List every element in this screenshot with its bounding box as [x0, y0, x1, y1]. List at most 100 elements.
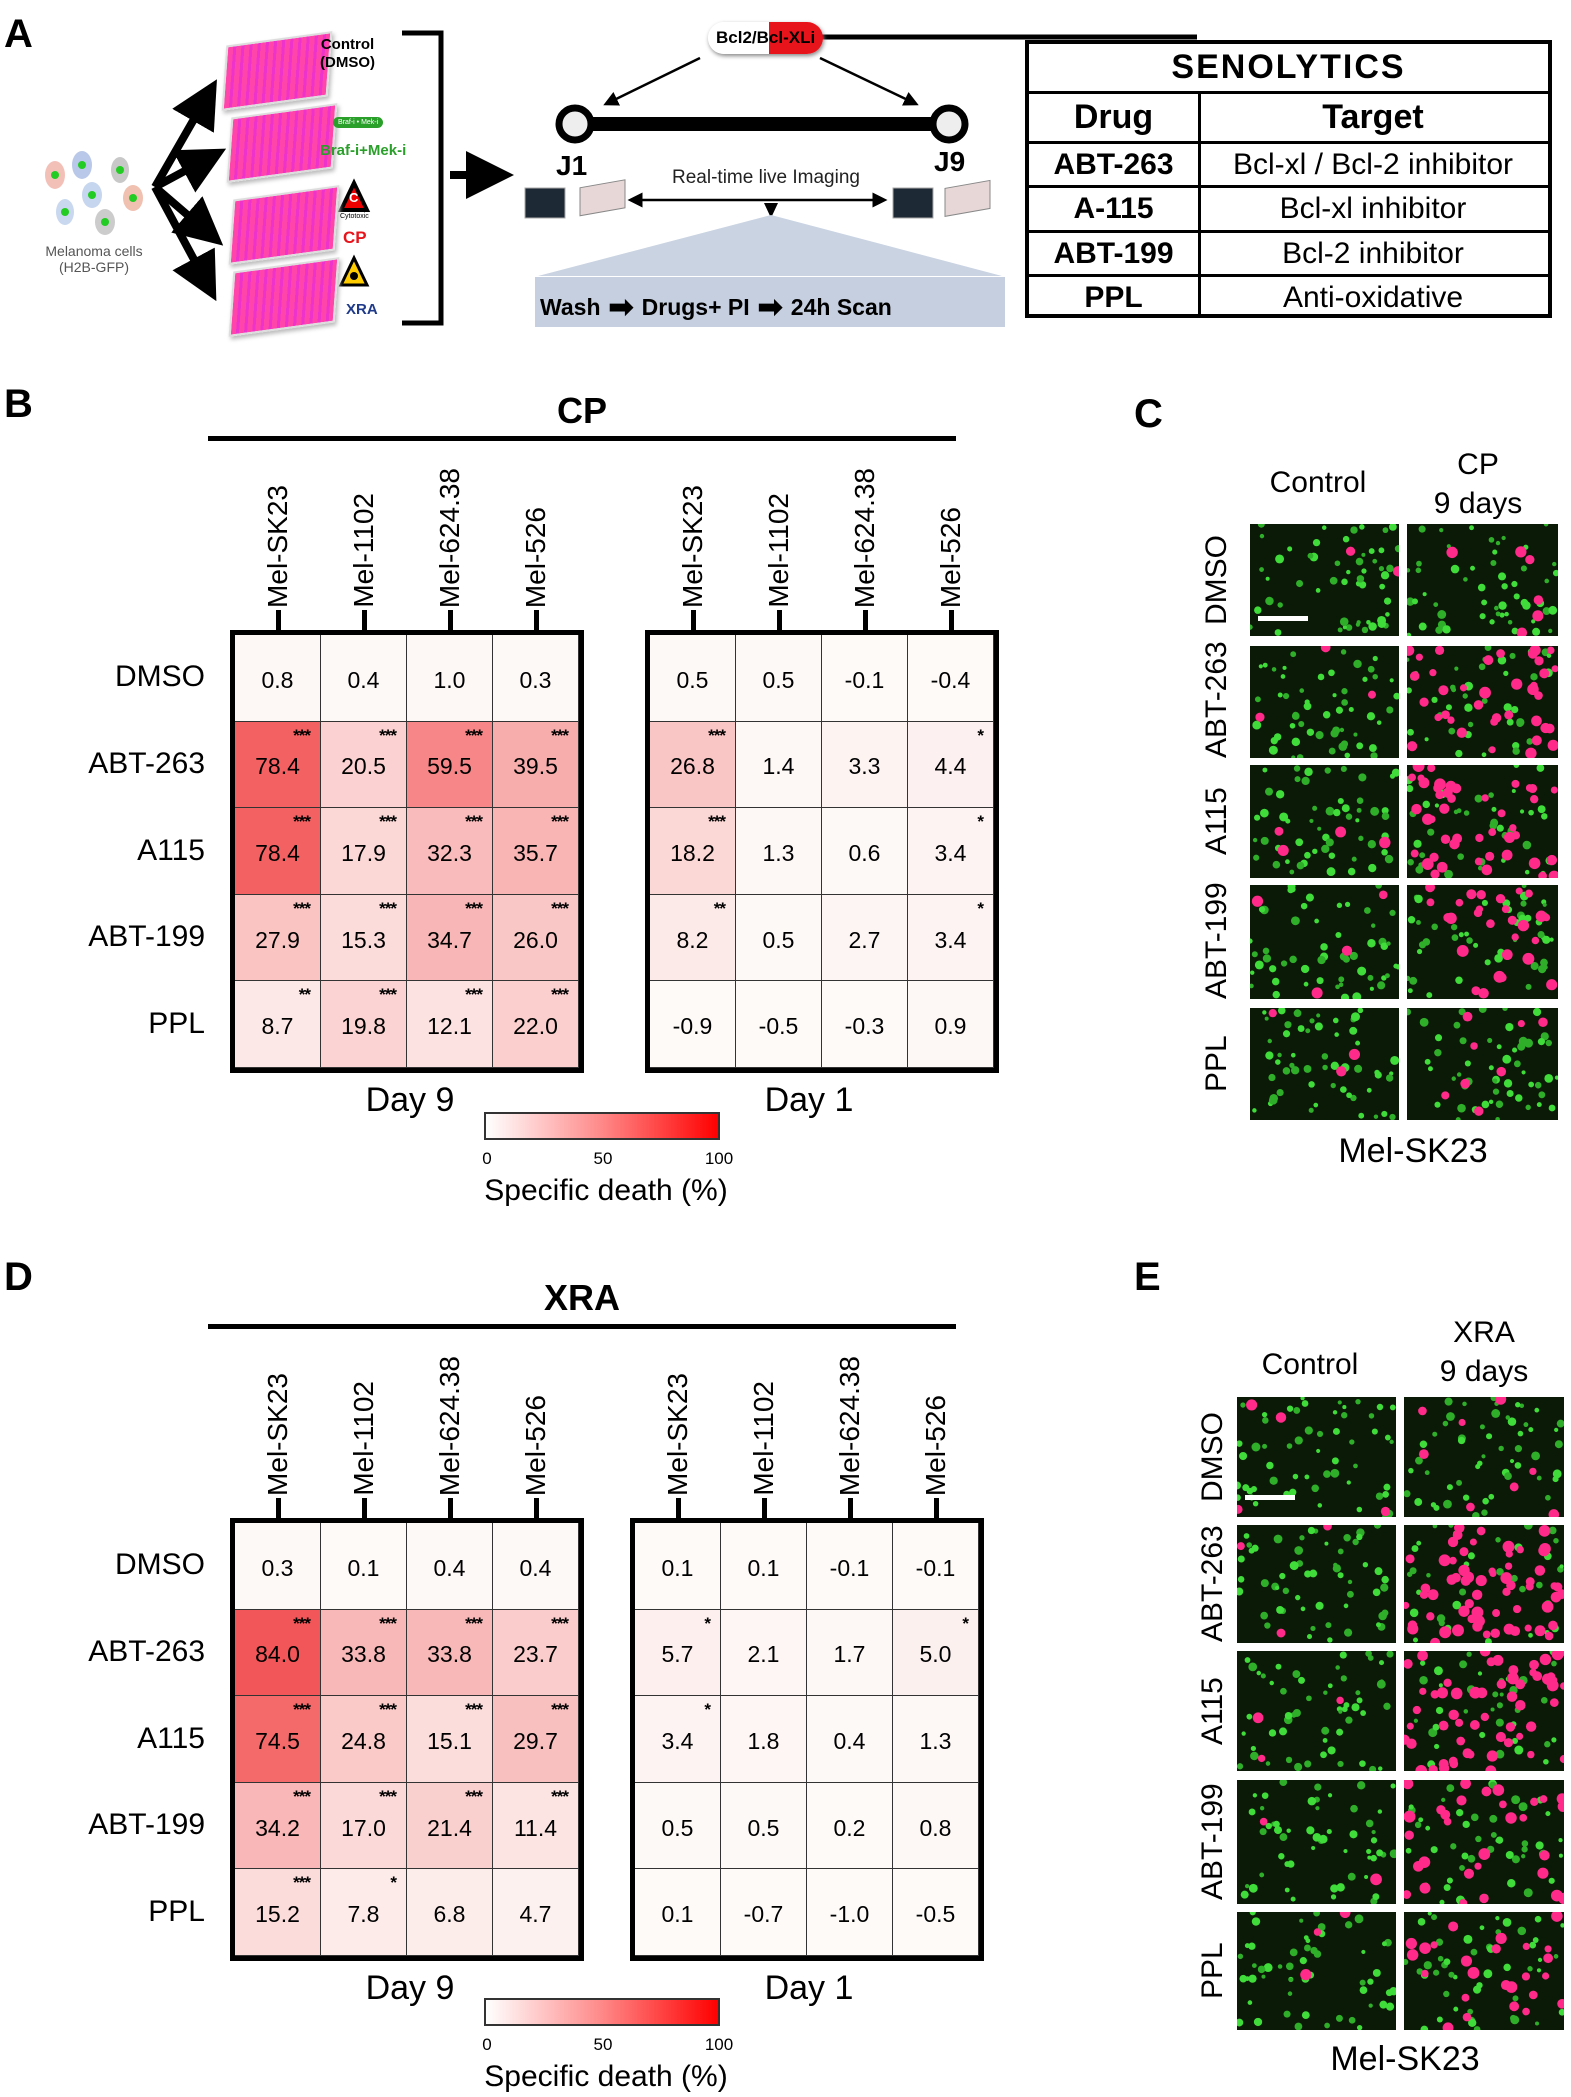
row-label: ABT-263 — [1196, 1525, 1229, 1643]
table-row: ABT-263 Bcl-xl / Bcl-2 inhibitor — [1029, 144, 1548, 188]
significance-stars: *** — [551, 1700, 569, 1720]
bcl2-inhibitor-pill: Bcl2/B cl-XLi — [708, 22, 824, 54]
heatmap-cell: 1.3 — [736, 808, 822, 895]
cell-nuclei — [1237, 1651, 1394, 1771]
heatmap-cell: 78.4 *** — [235, 721, 321, 809]
cell-value: 0.3 — [519, 666, 552, 693]
micrograph — [1237, 1397, 1396, 1517]
cell-nuclei — [1237, 1912, 1396, 2030]
heatmap-cell: 0.4 — [807, 1696, 893, 1783]
cell-nuclei — [1407, 1008, 1558, 1120]
workflow-steps: Wash ➡ Drugs+ PI ➡ 24h Scan — [540, 290, 892, 325]
panel-letter-b: B — [4, 382, 33, 426]
column-tick — [776, 610, 782, 630]
cell-value: 18.2 — [670, 840, 715, 867]
cell-value: -0.5 — [758, 1013, 799, 1040]
significance-stars: * — [977, 812, 984, 832]
cell-value: 59.5 — [427, 753, 472, 780]
cell-value: 1.7 — [833, 1641, 866, 1668]
heatmap-cell: -0.5 — [893, 1869, 979, 1956]
cells-label-line1: Melanoma cells — [45, 243, 143, 259]
cell-value: 39.5 — [513, 753, 558, 780]
micrograph — [1250, 1008, 1399, 1120]
heatmap-cell: -0.1 — [822, 635, 908, 722]
heatmap-cell: 34.2 *** — [235, 1782, 321, 1870]
cell-nuclei — [1404, 1525, 1564, 1643]
cell-value: 19.8 — [341, 1013, 386, 1040]
heatmap-cell: 12.1 *** — [407, 981, 493, 1068]
cell-line-label: Mel-SK23 — [1330, 2040, 1480, 2078]
column-label-treatment: CP — [1457, 448, 1499, 481]
heatmap-cell: 27.9 *** — [235, 894, 321, 982]
heatmap-cell: 0.1 — [321, 1523, 407, 1610]
xra-label: XRA — [346, 301, 378, 318]
cell-value: 22.0 — [513, 1013, 558, 1040]
cell-value: -0.7 — [743, 1901, 784, 1928]
table-header-row: Drug Target — [1029, 94, 1548, 144]
significance-stars: *** — [465, 812, 483, 832]
colorbar-tick: 0 — [482, 2035, 492, 2054]
target-cell: Bcl-xl / Bcl-2 inhibitor — [1232, 147, 1514, 181]
significance-stars: *** — [465, 725, 483, 745]
heatmap-cell: 2.7 — [822, 894, 908, 982]
micrograph — [1250, 524, 1399, 636]
heatmap-cell: 84.0 *** — [235, 1609, 321, 1697]
pill-left-text: Bcl2/B — [708, 22, 769, 54]
panel-letter-e: E — [1134, 1255, 1161, 1299]
cell-value: 78.4 — [255, 753, 300, 780]
heatmap-cell: 0.5 — [650, 635, 736, 722]
significance-stars: *** — [379, 812, 397, 832]
step-scan: 24h Scan — [790, 294, 892, 320]
cp-label: CP — [343, 228, 367, 247]
table-row: PPL Anti-oxidative — [1029, 277, 1548, 318]
cell-value: 0.5 — [762, 926, 795, 953]
cp-title-rule — [208, 436, 956, 441]
heatmap-cell: 0.3 — [235, 1523, 321, 1610]
significance-stars: *** — [551, 725, 569, 745]
heatmap-cell: 78.4 *** — [235, 808, 321, 895]
column-label: Mel-1102 — [348, 1381, 379, 1496]
micrograph — [1407, 765, 1558, 878]
column-label-duration: 9 days — [1439, 1355, 1529, 1388]
heatmap-cell: 3.4 * — [908, 808, 994, 895]
heatmap-frame: 0.1 0.1 -0.1 -0.1 5.7 * 2.1 1.7 5.0 * 3.4 * 1.8 0.4 1.… — [630, 1518, 984, 1961]
row-label: A115 — [137, 833, 205, 867]
heatmap-cell: 0.6 — [822, 808, 908, 895]
heatmap-cell: 19.8 *** — [321, 981, 407, 1068]
column-label-duration: 9 days — [1433, 487, 1523, 520]
micrograph — [1407, 524, 1558, 636]
significance-stars: *** — [379, 985, 397, 1005]
column-label: Mel-624.38 — [834, 1355, 865, 1496]
cell-value: 34.2 — [255, 1814, 300, 1841]
heatmap-cell: -0.1 — [893, 1523, 979, 1610]
micrograph — [1404, 1912, 1564, 2030]
heatmap-cell: 21.4 *** — [407, 1782, 493, 1870]
column-tick — [533, 1498, 539, 1518]
cell-value: 5.0 — [919, 1641, 952, 1668]
column-label: Mel-SK23 — [662, 1373, 693, 1496]
column-label: Mel-624.38 — [849, 467, 880, 608]
row-label: PPL — [148, 1894, 205, 1928]
heatmap-cell: 0.4 — [493, 1523, 579, 1610]
heatmap-cell: 4.4 * — [908, 721, 994, 809]
cell-value: 3.4 — [934, 840, 967, 867]
significance-stars: *** — [379, 1613, 397, 1633]
row-label: A115 — [1196, 1677, 1229, 1745]
micrograph — [1237, 1912, 1396, 2030]
column-tick — [447, 610, 453, 630]
heatmap-cell: 0.8 — [893, 1782, 979, 1870]
column-tick — [847, 1498, 853, 1518]
heatmap-cell: 22.0 *** — [493, 981, 579, 1068]
column-label: Mel-SK23 — [677, 485, 708, 608]
row-label: PPL — [1200, 1035, 1233, 1093]
cell-value: 0.1 — [747, 1554, 780, 1581]
target-cell: Bcl-xl inhibitor — [1279, 192, 1467, 225]
heatmap-cell: -0.1 — [807, 1523, 893, 1610]
heatmap-cell: 0.1 — [721, 1523, 807, 1610]
cell-value: 17.9 — [341, 840, 386, 867]
panel-letter-d: D — [4, 1255, 33, 1299]
heatmap-cell: 15.2 *** — [235, 1869, 321, 1956]
colorbar-gradient — [484, 1112, 720, 1140]
panel-letter-a: A — [4, 12, 33, 56]
cell-value: 0.4 — [519, 1554, 552, 1581]
